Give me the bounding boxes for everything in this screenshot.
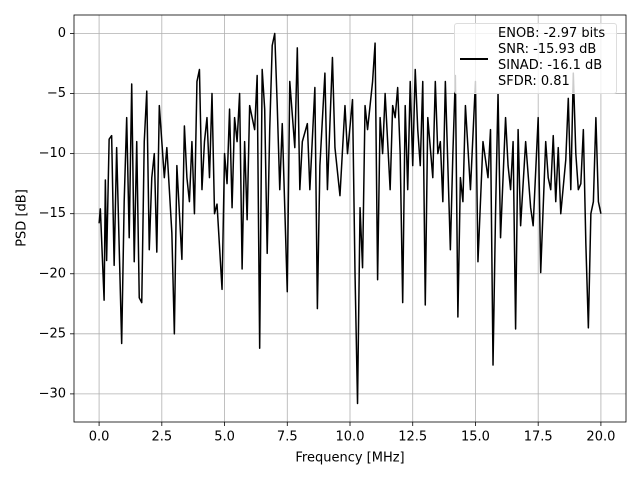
y-tick-label: −25 xyxy=(39,326,66,341)
y-tick-label: −20 xyxy=(39,266,66,281)
y-tick-label: −30 xyxy=(39,386,66,401)
legend-swatch xyxy=(460,58,488,60)
x-tick-label: 7.5 xyxy=(277,430,298,445)
legend: ENOB: -2.97 bits SNR: -15.93 dB SINAD: -… xyxy=(454,23,617,94)
x-tick-label: 0.0 xyxy=(89,430,110,445)
x-axis-label: Frequency [MHz] xyxy=(295,451,404,466)
y-tick-label: 0 xyxy=(58,26,66,41)
x-tick-label: 10.0 xyxy=(336,430,365,445)
x-tick-label: 2.5 xyxy=(151,430,172,445)
y-axis-label: PSD [dB] xyxy=(15,189,30,247)
plot-frame xyxy=(73,14,627,423)
data-line xyxy=(98,32,602,405)
x-tick-label: 12.5 xyxy=(398,430,427,445)
legend-label: ENOB: -2.97 bits SNR: -15.93 dB SINAD: -… xyxy=(498,26,606,89)
x-tick-label: 5.0 xyxy=(214,430,235,445)
x-tick-label: 20.0 xyxy=(586,430,615,445)
y-tick-label: −10 xyxy=(39,146,66,161)
x-tick-label: 17.5 xyxy=(524,430,553,445)
y-tick-label: −15 xyxy=(39,206,66,221)
y-tick-label: −5 xyxy=(47,86,66,101)
x-tick-label: 15.0 xyxy=(461,430,490,445)
